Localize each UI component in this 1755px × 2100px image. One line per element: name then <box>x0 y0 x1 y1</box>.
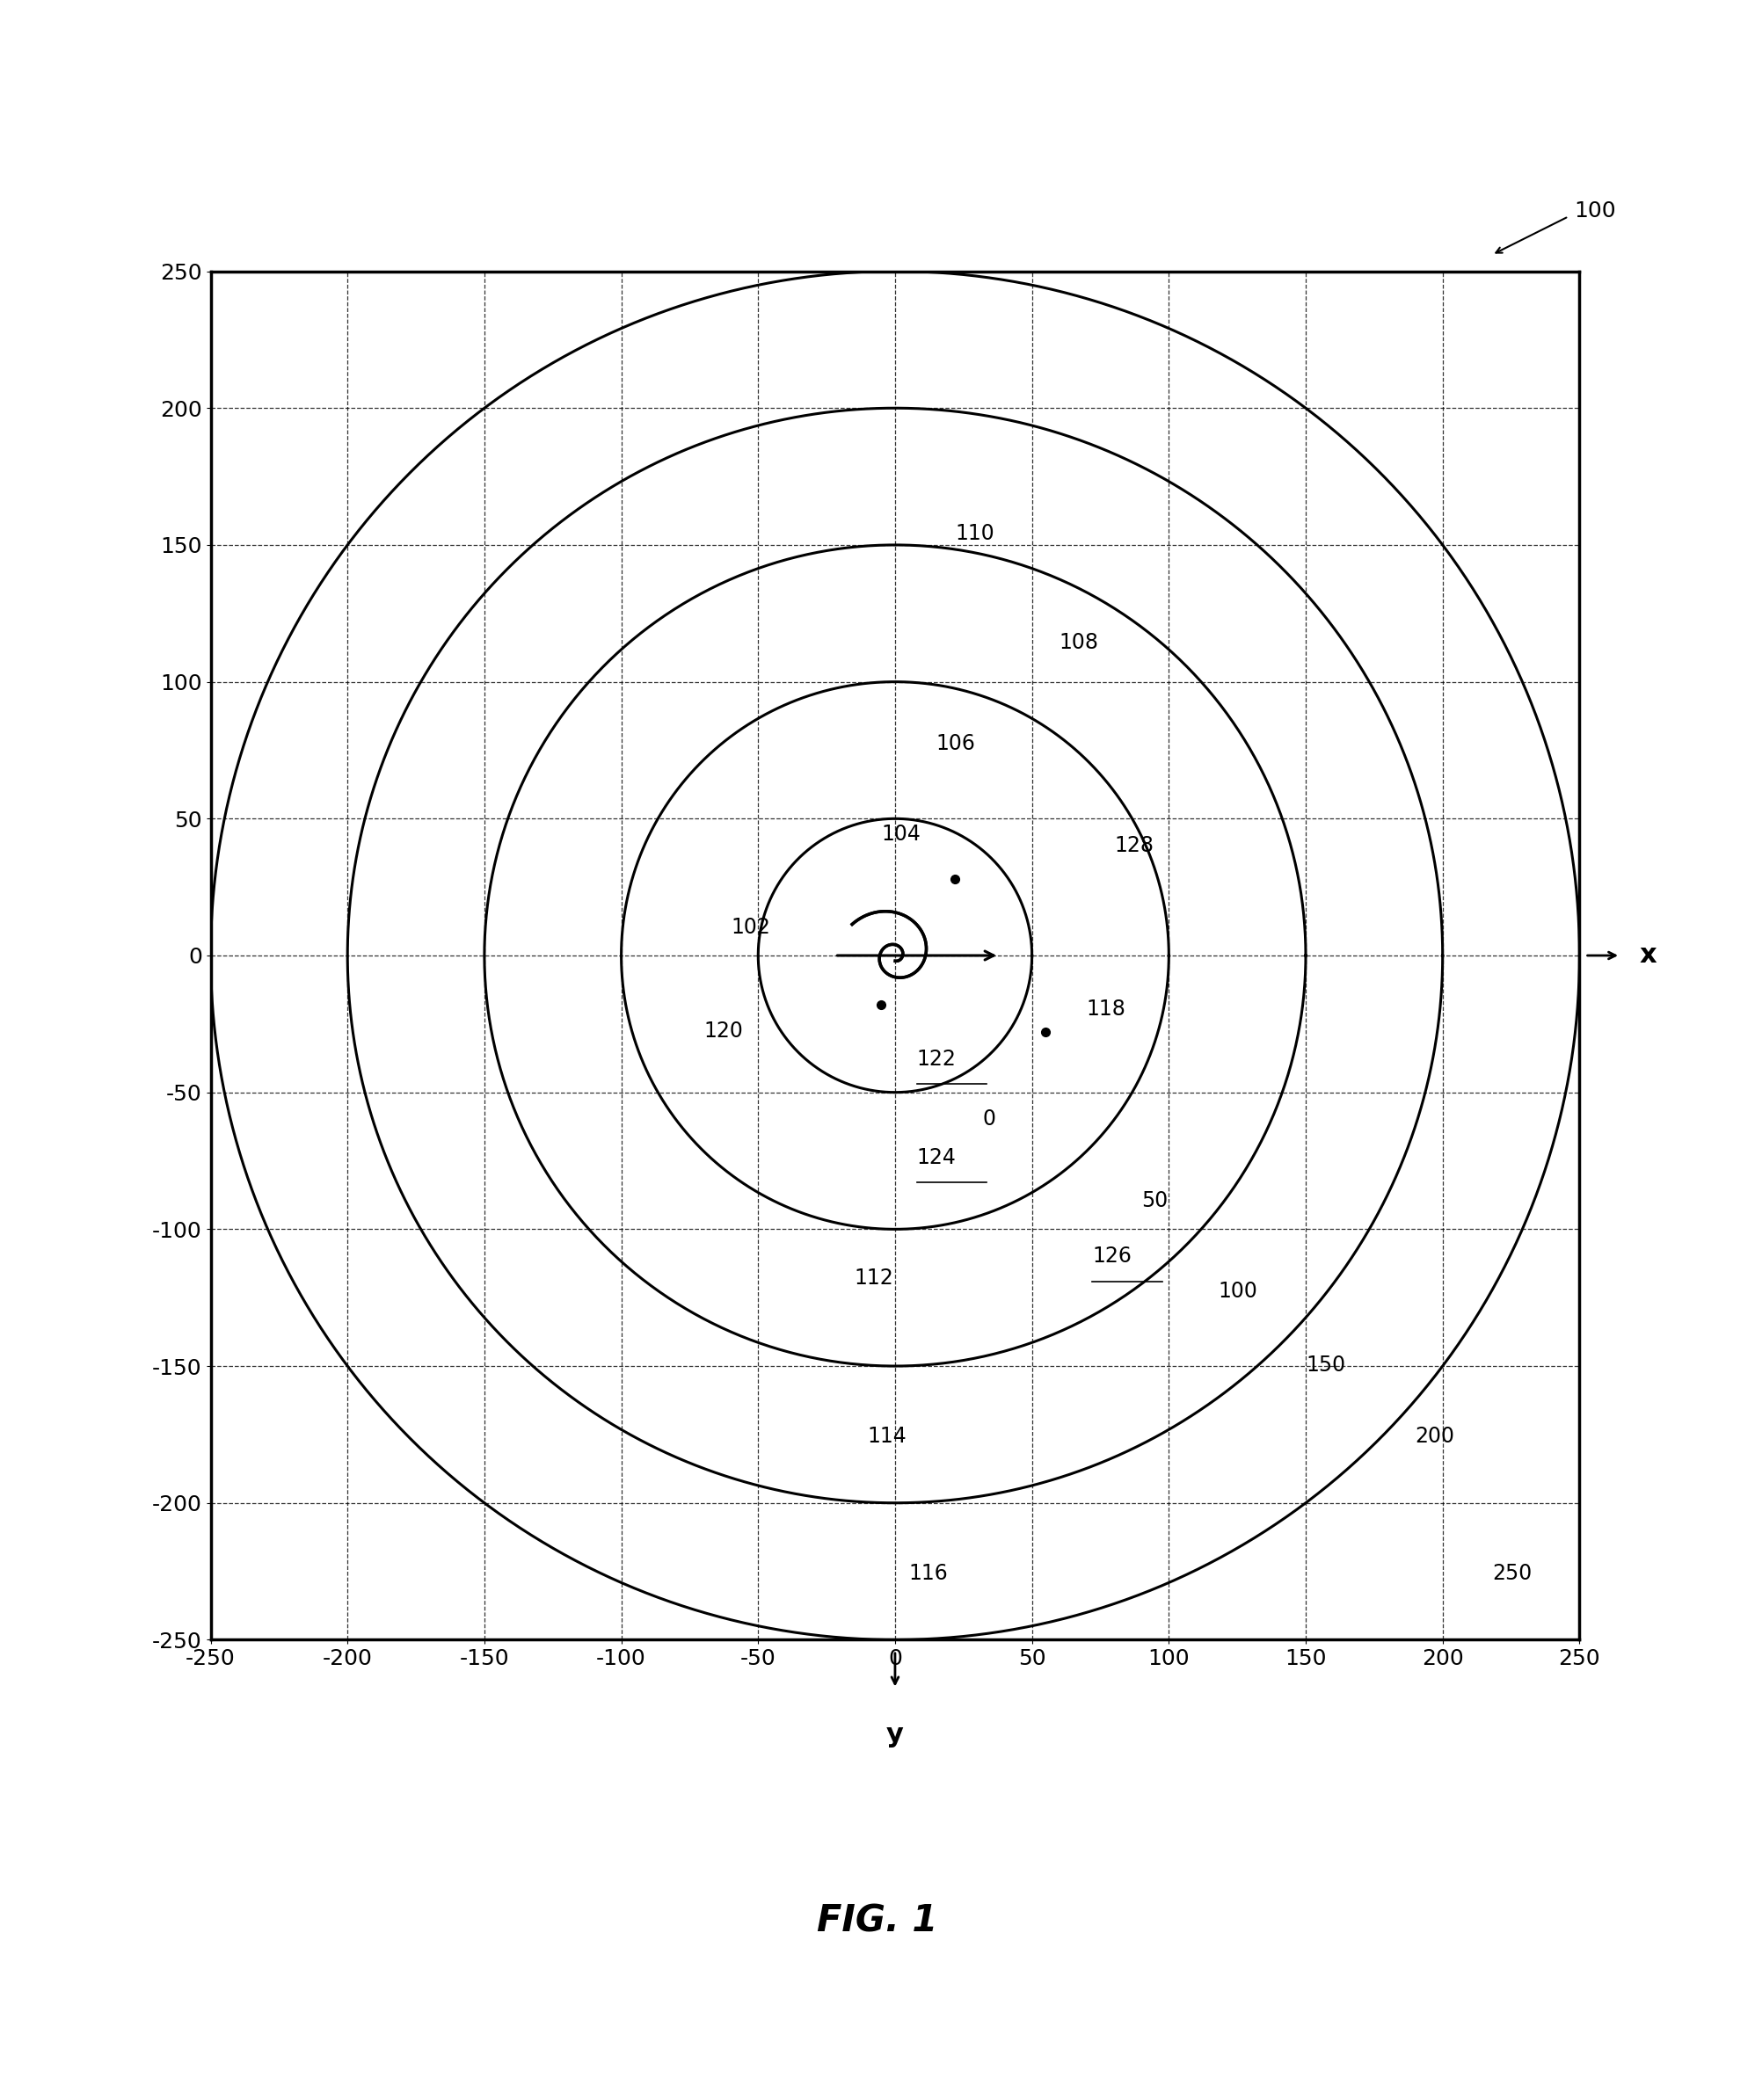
Text: 116: 116 <box>909 1562 948 1583</box>
Text: 50: 50 <box>1141 1191 1169 1212</box>
Text: 118: 118 <box>1086 1000 1127 1021</box>
Text: x: x <box>1639 943 1657 968</box>
Text: FIG. 1: FIG. 1 <box>818 1903 937 1940</box>
Text: 106: 106 <box>935 733 976 754</box>
Text: 150: 150 <box>1306 1354 1346 1376</box>
Text: 128: 128 <box>1114 836 1153 857</box>
Text: 200: 200 <box>1415 1426 1455 1447</box>
Text: y: y <box>886 1722 904 1747</box>
Text: 104: 104 <box>881 823 921 844</box>
Text: 114: 114 <box>867 1426 907 1447</box>
Text: 102: 102 <box>730 918 770 939</box>
Text: 108: 108 <box>1060 632 1099 653</box>
Text: 100: 100 <box>1574 200 1616 223</box>
Text: 100: 100 <box>1218 1281 1258 1302</box>
Text: 110: 110 <box>955 523 995 544</box>
Text: 126: 126 <box>1092 1245 1132 1266</box>
Text: 122: 122 <box>916 1048 956 1069</box>
Text: 120: 120 <box>704 1021 742 1042</box>
Text: 124: 124 <box>916 1147 956 1168</box>
Text: 112: 112 <box>855 1266 893 1287</box>
Text: 250: 250 <box>1492 1562 1532 1583</box>
Text: 0: 0 <box>983 1109 995 1130</box>
